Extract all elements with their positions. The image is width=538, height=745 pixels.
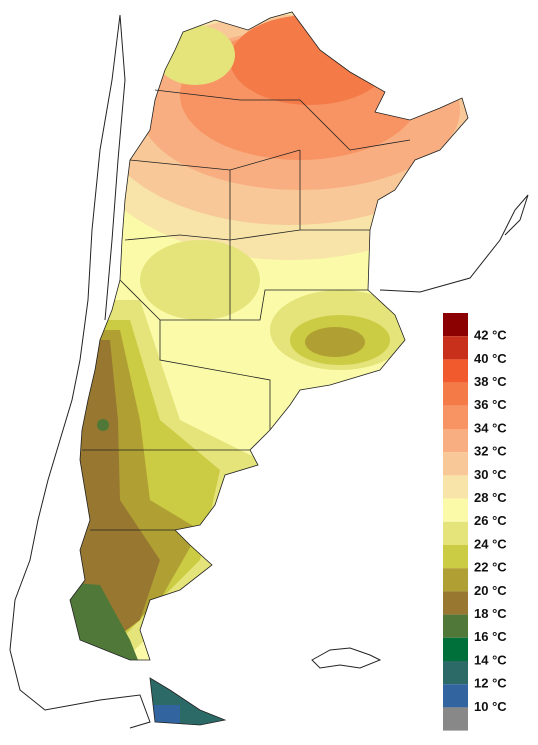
legend-swatch bbox=[443, 661, 468, 685]
legend-swatch bbox=[443, 405, 468, 429]
legend-label: 30 °C bbox=[474, 467, 507, 482]
neighbor-border bbox=[9, 14, 151, 729]
province-borders bbox=[69, 11, 469, 726]
legend-swatch bbox=[443, 707, 468, 731]
legend-swatch bbox=[443, 382, 468, 406]
legend: 42 °C 40 °C 38 °C 36 °C 34 °C 32 °C 30 °C 28 °C… bbox=[443, 313, 507, 731]
legend-swatch bbox=[443, 637, 468, 661]
legend-swatch bbox=[443, 684, 468, 708]
legend-label: 10 °C bbox=[474, 699, 507, 714]
legend-swatch bbox=[443, 475, 468, 499]
islands bbox=[311, 647, 382, 669]
neighbor-border bbox=[379, 194, 529, 293]
legend-swatch bbox=[443, 336, 468, 360]
legend-label: 14 °C bbox=[474, 652, 507, 667]
legend-swatch bbox=[443, 591, 468, 615]
legend-swatch bbox=[443, 359, 468, 383]
legend-label: 38 °C bbox=[474, 374, 507, 389]
legend-label: 26 °C bbox=[474, 513, 507, 528]
legend-swatch bbox=[443, 614, 468, 638]
legend-label: 40 °C bbox=[474, 351, 507, 366]
legend-label: 34 °C bbox=[474, 420, 507, 435]
legend-label: 22 °C bbox=[474, 560, 507, 575]
legend-label: 12 °C bbox=[474, 676, 507, 691]
legend-swatch bbox=[443, 452, 468, 476]
legend-swatch bbox=[443, 429, 468, 453]
legend-label: 32 °C bbox=[474, 444, 507, 459]
legend-label: 16 °C bbox=[474, 629, 507, 644]
legend-swatch bbox=[443, 313, 468, 337]
legend-label: 42 °C bbox=[474, 328, 507, 343]
legend-swatch bbox=[443, 545, 468, 569]
legend-label: 20 °C bbox=[474, 583, 507, 598]
legend-label: 28 °C bbox=[474, 490, 507, 505]
legend-swatch bbox=[443, 568, 468, 592]
legend-label: 36 °C bbox=[474, 397, 507, 412]
legend-label: 18 °C bbox=[474, 606, 507, 621]
legend-swatch bbox=[443, 498, 468, 522]
legend-label: 24 °C bbox=[474, 536, 507, 551]
legend-swatch bbox=[443, 521, 468, 545]
